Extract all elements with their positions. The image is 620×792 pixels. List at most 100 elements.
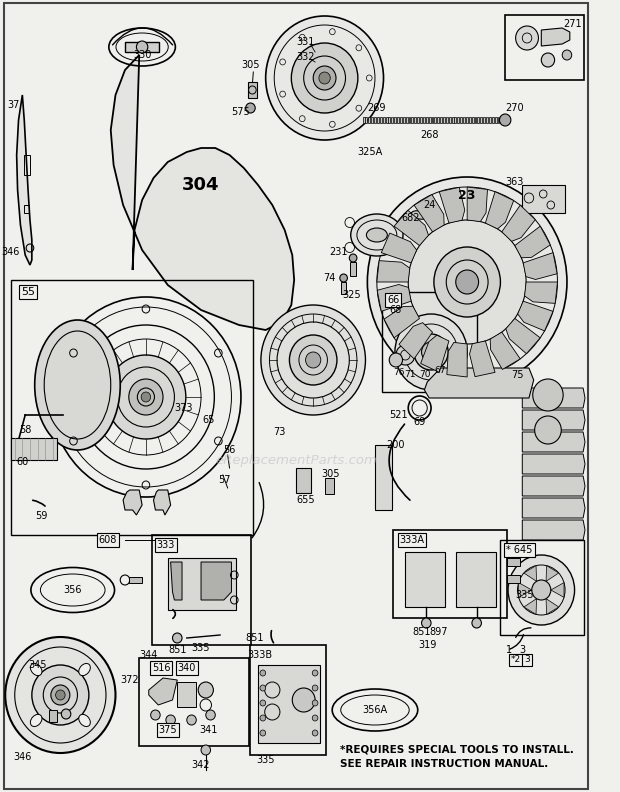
Circle shape <box>312 715 318 721</box>
Text: 66: 66 <box>387 295 399 305</box>
Bar <box>177 682 197 707</box>
Text: 335: 335 <box>257 755 275 765</box>
Polygon shape <box>522 454 585 474</box>
Polygon shape <box>522 432 585 452</box>
Bar <box>152 535 251 645</box>
Text: 516: 516 <box>152 663 171 673</box>
Circle shape <box>306 352 321 368</box>
Bar <box>365 117 368 123</box>
Polygon shape <box>522 498 585 518</box>
Text: 76: 76 <box>393 367 404 376</box>
Bar <box>454 117 456 123</box>
Bar <box>507 575 520 583</box>
Bar <box>405 117 407 123</box>
Polygon shape <box>399 322 433 359</box>
Text: 200: 200 <box>387 440 405 450</box>
Bar <box>522 185 565 213</box>
Polygon shape <box>439 188 465 223</box>
Bar <box>437 117 439 123</box>
Text: 330: 330 <box>133 50 151 60</box>
Polygon shape <box>447 342 467 377</box>
Polygon shape <box>490 332 520 369</box>
Text: 851: 851 <box>412 627 431 637</box>
Polygon shape <box>518 301 553 331</box>
Text: 346: 346 <box>13 752 32 762</box>
Circle shape <box>422 342 441 362</box>
Bar <box>49 710 56 722</box>
Circle shape <box>427 347 436 357</box>
Bar <box>250 645 327 755</box>
Polygon shape <box>149 678 177 705</box>
Circle shape <box>456 270 479 294</box>
Circle shape <box>368 177 567 387</box>
Circle shape <box>389 353 402 367</box>
Bar <box>426 117 428 123</box>
Text: 851: 851 <box>168 645 187 655</box>
Text: 319: 319 <box>418 640 436 650</box>
Bar <box>458 117 459 123</box>
Circle shape <box>261 305 365 415</box>
Circle shape <box>61 709 71 719</box>
Polygon shape <box>515 227 551 257</box>
Circle shape <box>141 392 151 402</box>
Circle shape <box>414 334 448 370</box>
Bar <box>414 117 416 123</box>
Polygon shape <box>522 388 585 408</box>
Text: 345: 345 <box>29 660 46 670</box>
Text: 69: 69 <box>414 417 426 427</box>
Bar <box>497 117 500 123</box>
Bar <box>394 117 396 123</box>
Polygon shape <box>518 583 532 597</box>
Polygon shape <box>523 253 557 280</box>
Circle shape <box>51 685 70 705</box>
Circle shape <box>422 618 431 628</box>
Text: 270: 270 <box>505 103 524 113</box>
Circle shape <box>187 715 197 725</box>
Bar <box>451 117 453 123</box>
Text: 851: 851 <box>245 633 264 643</box>
Polygon shape <box>522 410 585 430</box>
Text: 1: 1 <box>506 645 512 655</box>
Text: 333: 333 <box>157 540 175 550</box>
Circle shape <box>396 345 415 365</box>
Bar <box>368 117 370 123</box>
Circle shape <box>260 685 265 691</box>
Text: 340: 340 <box>177 663 196 673</box>
Circle shape <box>32 665 89 725</box>
Bar <box>486 117 488 123</box>
Text: 372: 372 <box>120 675 139 685</box>
Bar <box>247 82 257 98</box>
Ellipse shape <box>366 228 388 242</box>
Bar <box>409 117 410 123</box>
Text: 305: 305 <box>321 469 340 479</box>
Circle shape <box>516 26 538 50</box>
Circle shape <box>291 43 358 113</box>
Text: 57: 57 <box>218 475 231 485</box>
Text: 3: 3 <box>524 656 530 664</box>
Bar <box>495 117 497 123</box>
Text: 75: 75 <box>512 370 524 380</box>
Text: 325: 325 <box>342 290 360 300</box>
Bar <box>386 117 388 123</box>
Text: 335: 335 <box>192 643 210 653</box>
Circle shape <box>260 730 265 736</box>
Text: 346: 346 <box>2 247 20 257</box>
Text: 333A: 333A <box>399 535 425 545</box>
Text: 23: 23 <box>458 188 476 201</box>
Text: 269: 269 <box>368 103 386 113</box>
Text: 71: 71 <box>404 370 416 379</box>
Circle shape <box>260 700 265 706</box>
Bar <box>371 117 373 123</box>
Circle shape <box>472 618 481 628</box>
Circle shape <box>129 379 163 415</box>
Bar <box>383 117 384 123</box>
Text: SEE REPAIR INSTRUCTION MANUAL.: SEE REPAIR INSTRUCTION MANUAL. <box>340 759 548 769</box>
Circle shape <box>5 637 115 753</box>
Polygon shape <box>506 318 540 354</box>
Text: 375: 375 <box>159 725 177 735</box>
Ellipse shape <box>30 664 42 676</box>
Text: 344: 344 <box>140 650 158 660</box>
Circle shape <box>106 355 186 439</box>
Polygon shape <box>485 192 513 229</box>
Ellipse shape <box>351 214 403 256</box>
